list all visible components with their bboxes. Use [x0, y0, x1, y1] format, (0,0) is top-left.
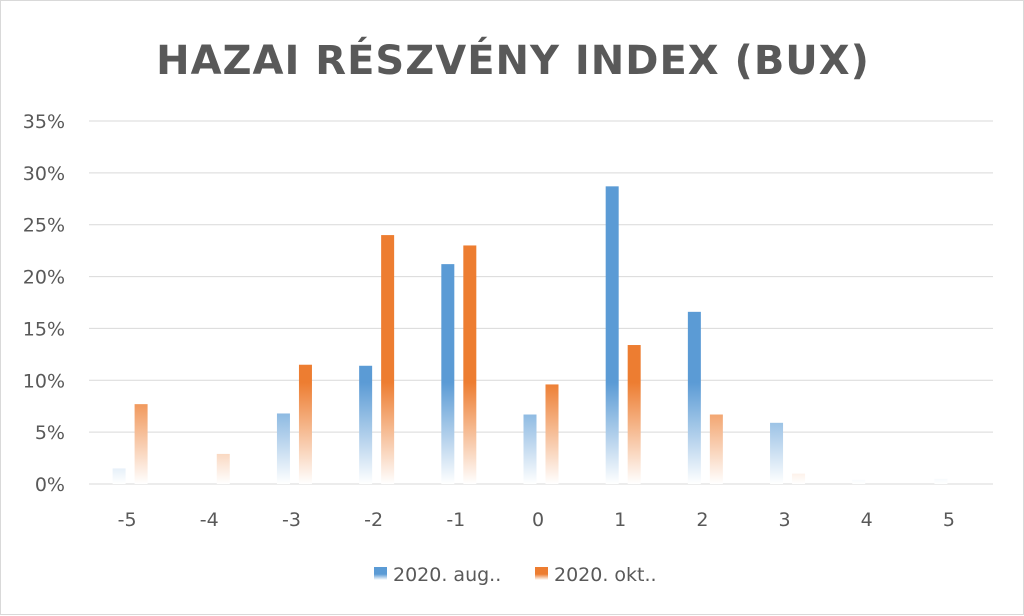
bar-aug-2 [687, 311, 701, 484]
y-tick-label: 5% [35, 422, 65, 444]
legend-swatch-aug [374, 567, 387, 580]
x-tick-label: -5 [118, 509, 137, 531]
y-tick-label: 35% [23, 111, 65, 133]
y-axis-ticks: 0% 5% 10% 15% 20% 25% 30% 35% [23, 111, 65, 496]
x-tick-label: 2 [696, 509, 708, 531]
bar-aug--1 [441, 264, 455, 484]
bar-aug--5 [112, 468, 126, 484]
bar-aug-5 [934, 478, 948, 484]
bar-okt--1 [463, 245, 477, 484]
x-tick-label: 3 [778, 509, 790, 531]
bar-okt--3 [298, 364, 312, 484]
x-tick-label: -1 [446, 509, 465, 531]
x-tick-label: -2 [364, 509, 383, 531]
bar-okt--4 [216, 453, 230, 484]
bar-okt--5 [134, 404, 148, 484]
gridlines [89, 120, 993, 485]
x-tick-label: -4 [200, 509, 219, 531]
x-tick-label: 4 [861, 509, 873, 531]
x-tick-label: 0 [532, 509, 544, 531]
bar-aug--3 [276, 413, 290, 484]
y-tick-label: 20% [23, 267, 65, 289]
bar-aug-3 [770, 422, 784, 484]
x-tick-label: 1 [614, 509, 626, 531]
y-tick-label: 10% [23, 370, 65, 392]
x-axis-ticks: -5 -4 -3 -2 -1 0 1 2 3 4 5 [118, 509, 955, 531]
legend-swatch-okt [535, 567, 548, 580]
bar-okt-1 [627, 345, 641, 484]
bar-aug-4 [852, 479, 866, 484]
bar-aug-1 [605, 186, 619, 484]
y-tick-label: 15% [23, 318, 65, 340]
bar-okt-3 [792, 473, 806, 484]
bar-aug--2 [359, 365, 373, 484]
bar-okt-2 [709, 414, 723, 484]
legend-label-aug: 2020. aug.. [393, 564, 501, 586]
chart-title: HAZAI RÉSZVÉNY INDEX (BUX) [156, 36, 870, 84]
y-tick-label: 30% [23, 163, 65, 185]
legend: 2020. aug.. 2020. okt.. [374, 564, 657, 586]
x-tick-label: -3 [282, 509, 301, 531]
y-tick-label: 0% [35, 474, 65, 496]
bar-okt-0 [545, 384, 559, 484]
x-tick-label: 5 [943, 509, 955, 531]
y-tick-label: 25% [23, 215, 65, 237]
bar-okt--2 [381, 235, 395, 484]
legend-label-okt: 2020. okt.. [554, 564, 657, 586]
bar-aug-0 [523, 414, 537, 484]
bars [112, 186, 948, 484]
